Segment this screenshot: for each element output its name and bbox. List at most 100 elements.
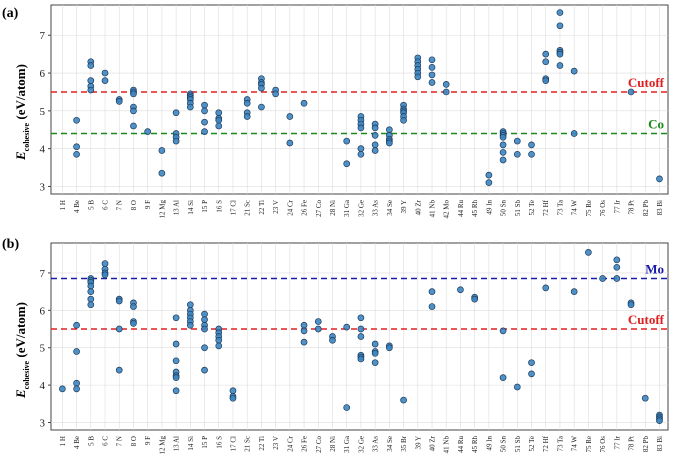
data-point-a <box>201 107 208 115</box>
x-tick-label-b: 33 As <box>372 436 380 452</box>
data-point-a <box>357 150 365 158</box>
data-point-a <box>201 128 208 135</box>
data-point-b <box>186 321 194 329</box>
plot-frame-a <box>50 4 669 195</box>
data-point-a <box>513 150 521 158</box>
data-point-b <box>371 349 379 357</box>
x-tick-label-b: 75 Re <box>585 436 593 453</box>
data-point-b <box>130 320 137 327</box>
data-point-a <box>215 116 223 124</box>
data-point-a <box>186 103 194 111</box>
y-tick-label-a: 6 <box>40 68 46 80</box>
data-point-b <box>428 288 436 295</box>
data-point-b <box>172 314 180 322</box>
x-tick-label-b: 73 Ta <box>556 435 564 451</box>
x-tick-label-b: 21 Sc <box>244 436 252 452</box>
x-tick-label-a: 52 Te <box>528 200 536 216</box>
data-point-b <box>300 321 308 329</box>
data-point-b <box>357 314 365 322</box>
x-tick-label-b: 8 O <box>130 436 138 446</box>
x-tick-label-a: 8 O <box>130 200 138 210</box>
data-point-b <box>329 336 336 344</box>
x-tick-label-b: 39 Y <box>414 436 422 450</box>
x-tick-label-b: 23 V <box>272 436 280 450</box>
x-tick-label-a: 41 Nb <box>429 200 437 218</box>
data-point-a <box>286 113 294 120</box>
y-tick-label-a: 7 <box>40 30 46 42</box>
data-point-a <box>201 118 208 126</box>
x-tick-label-a: 72 Hf <box>542 199 550 216</box>
x-tick-label-a: 51 Sb <box>514 200 522 217</box>
x-tick-label-a: 17 Cl <box>229 200 237 215</box>
data-point-b <box>357 355 365 363</box>
data-point-a <box>144 128 152 135</box>
data-point-a <box>400 116 407 124</box>
panel-label-a: (a) <box>2 6 19 21</box>
x-tick-label-a: 77 Ir <box>613 199 621 213</box>
x-tick-label-a: 7 N <box>116 200 124 210</box>
data-points-b <box>59 249 663 424</box>
data-point-a <box>442 88 450 96</box>
data-point-b <box>201 344 208 352</box>
data-point-a <box>87 77 95 84</box>
y-tick-label-b: 7 <box>40 268 46 280</box>
x-tick-label-a: 1 H <box>59 200 67 210</box>
panel-a: (a) Ecohesive (eV/atom) 3 4 5 6 7 1 H 4 Be 5 B… <box>2 4 669 218</box>
x-tick-label-b: 83 Bi <box>656 436 664 451</box>
data-point-a <box>101 77 109 84</box>
x-tick-label-a: 42 Mo <box>443 200 451 219</box>
data-point-a <box>172 109 180 117</box>
data-point-a <box>485 179 493 187</box>
x-tick-label-a: 33 As <box>372 200 380 216</box>
plot-frame-b <box>50 242 669 431</box>
data-point-a <box>627 88 635 96</box>
cutoff-label-b: Cutoff <box>628 312 665 327</box>
data-point-b <box>357 333 365 340</box>
data-point-b <box>585 249 592 256</box>
data-point-a <box>215 122 223 130</box>
data-point-b <box>59 385 66 393</box>
data-point-a <box>272 90 279 98</box>
y-ticks-b: 3 4 5 6 7 <box>40 268 51 430</box>
data-point-b <box>201 316 208 324</box>
x-tick-label-a: 40 Zr <box>414 199 422 215</box>
data-point-b <box>172 374 180 381</box>
x-tick-label-a: 50 Sn <box>500 200 508 217</box>
data-point-b <box>101 260 109 267</box>
data-point-b <box>400 396 407 404</box>
data-point-a <box>371 124 379 132</box>
data-point-b <box>499 327 507 335</box>
x-tick-label-a: 39 Y <box>400 200 408 214</box>
data-point-b <box>172 340 180 348</box>
grid-a <box>51 5 668 194</box>
x-tick-label-b: 13 Al <box>173 436 181 451</box>
data-point-a <box>101 69 109 77</box>
x-tick-label-a: 78 Pt <box>628 200 636 215</box>
reference-lines-a: Cutoff Co <box>51 75 668 135</box>
panel-b: (b) Ecohesive (eV/atom) 3 4 5 6 7 1 H 4 Be 5 B… <box>2 237 669 454</box>
x-tick-label-a: 13 Al <box>173 200 181 215</box>
data-point-a <box>528 141 535 149</box>
data-point-a <box>499 141 507 149</box>
x-tick-label-b: 32 Ge <box>357 436 365 453</box>
data-point-a <box>499 149 507 156</box>
x-tick-label-b: 31 Ga <box>343 435 351 453</box>
data-point-b <box>115 297 123 305</box>
data-point-b <box>357 325 365 333</box>
data-point-a <box>215 109 223 117</box>
data-point-a <box>556 62 564 69</box>
data-point-a <box>158 147 166 154</box>
data-point-a <box>201 101 208 109</box>
data-point-b <box>215 336 223 344</box>
data-point-a <box>115 98 123 105</box>
x-tick-label-a: 74 W <box>571 200 579 216</box>
x-ticks-a: 1 H 4 Be 5 B 6 C 7 N 8 O 9 F 12 Mg 13 Al 14 Si 15 … <box>59 199 664 218</box>
x-tick-label-b: 34 Se <box>386 436 394 452</box>
x-tick-label-b: 14 Si <box>187 436 195 451</box>
x-tick-label-b: 50 Sn <box>500 436 508 453</box>
data-point-a <box>343 160 351 168</box>
x-tick-label-a: 34 Se <box>386 200 394 216</box>
data-point-a <box>542 50 550 58</box>
panel-label-b: (b) <box>2 237 19 252</box>
data-point-b <box>229 387 237 395</box>
